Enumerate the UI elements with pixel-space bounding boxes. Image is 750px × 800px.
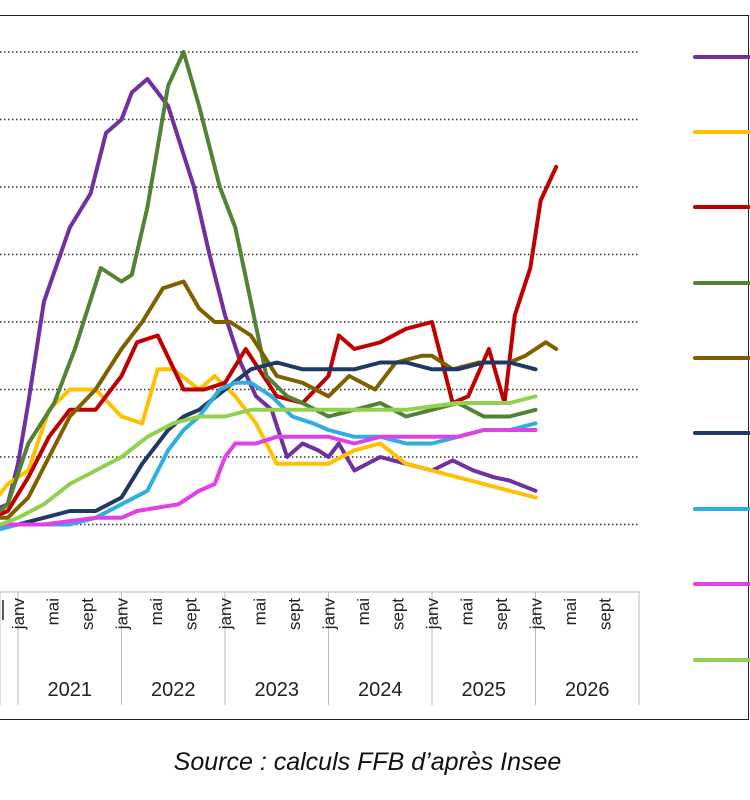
series-line-9 xyxy=(0,394,538,527)
month-tick-label: janv xyxy=(423,598,442,631)
legend xyxy=(693,55,750,662)
month-tick-label: janv xyxy=(9,598,28,631)
month-tick-label: sept xyxy=(596,598,615,630)
month-tick-label: mai xyxy=(147,598,166,625)
month-tick-label: janv xyxy=(320,598,339,631)
month-tick-label: sept xyxy=(492,598,511,630)
series-line-2 xyxy=(0,367,538,500)
year-label: 2024 xyxy=(358,679,403,701)
series-line-8 xyxy=(0,428,538,527)
month-tick-label: mai xyxy=(354,598,373,625)
series-line-4 xyxy=(0,50,538,514)
month-tick-label: mai xyxy=(458,598,477,625)
year-label: 2026 xyxy=(565,679,610,701)
month-tick-label: mai xyxy=(561,598,580,625)
month-tick-label: janv xyxy=(216,598,235,631)
series-lines xyxy=(0,50,559,532)
year-label: 2023 xyxy=(255,679,300,701)
month-tick-label: mai xyxy=(44,598,63,625)
month-tick-label: sept xyxy=(78,598,97,630)
month-tick-label: janv xyxy=(527,598,546,631)
month-tick-label: sept xyxy=(389,598,408,630)
source-note: Source : calculs FFB d’après Insee xyxy=(173,748,562,776)
month-tick-label: mai xyxy=(251,598,270,625)
series-line-6 xyxy=(0,360,538,529)
month-tick-label: sept xyxy=(182,598,201,630)
chart-frame xyxy=(0,15,749,720)
year-label: 2022 xyxy=(151,679,196,701)
year-label: 2025 xyxy=(462,679,507,701)
month-tick-label: janv xyxy=(113,598,132,631)
year-label: 2021 xyxy=(48,679,93,701)
month-tick-label: sept xyxy=(285,598,304,630)
gridlines xyxy=(0,51,640,526)
